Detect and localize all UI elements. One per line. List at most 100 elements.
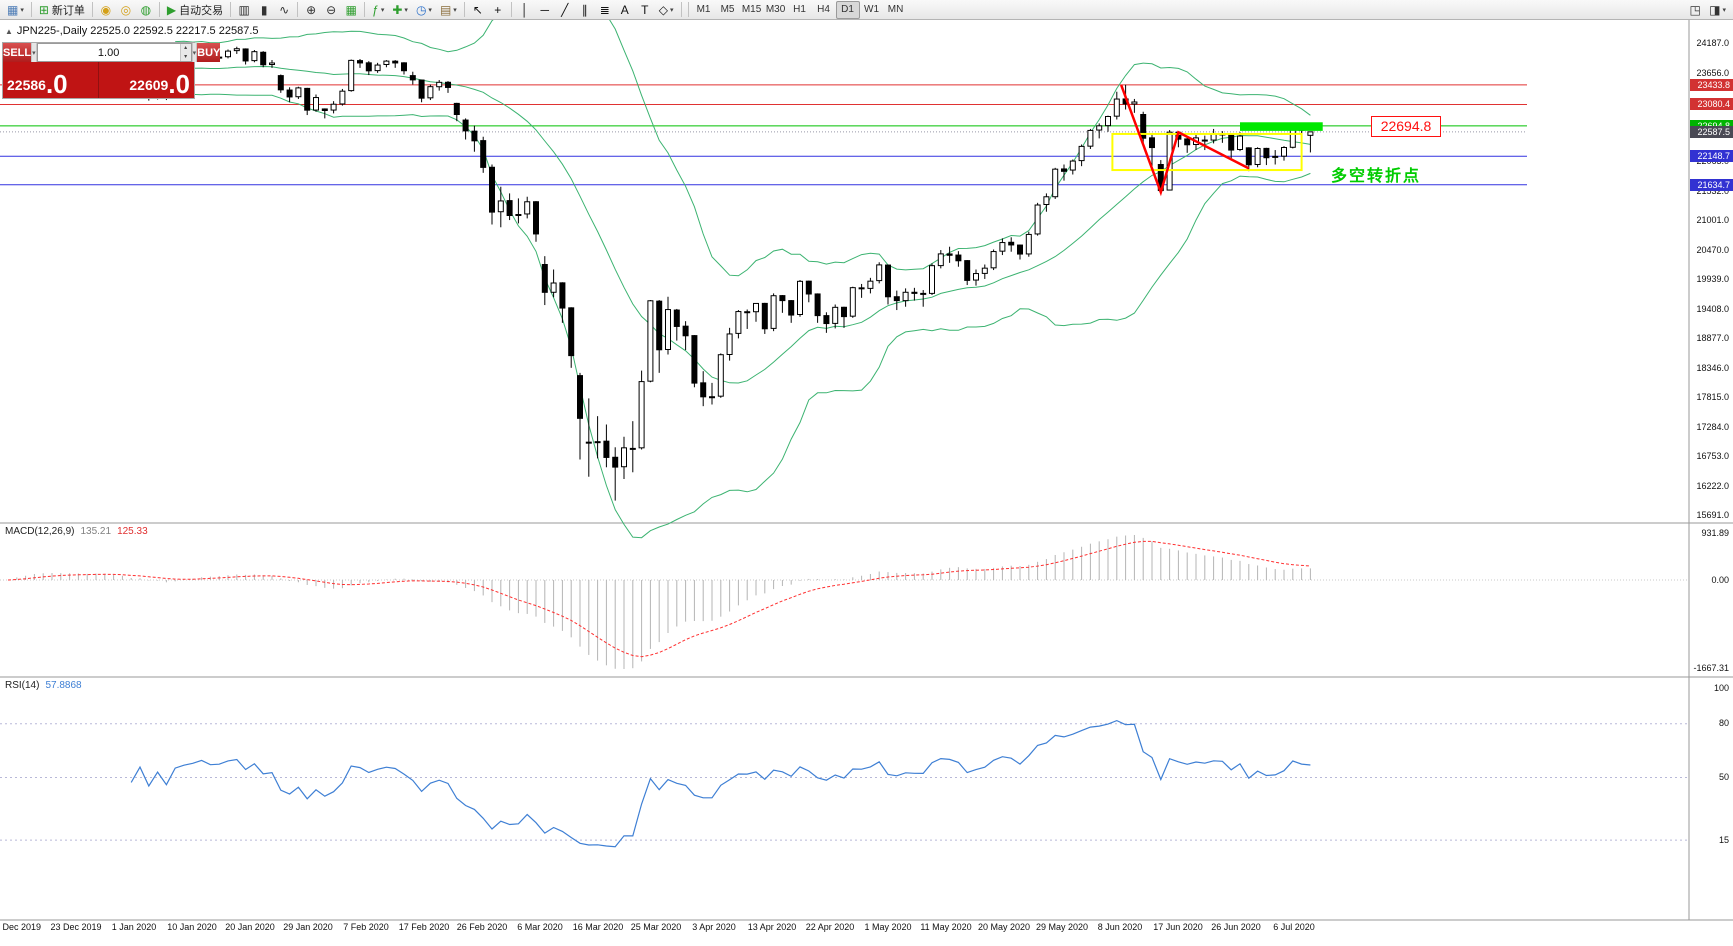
price-callout-label[interactable]: 22694.8 [1371, 116, 1441, 137]
price-axis-label: 17815.0 [1696, 392, 1729, 402]
price-axis-label: 16222.0 [1696, 480, 1729, 491]
toolbar-separator [680, 2, 682, 17]
label-icon[interactable]: T [635, 1, 655, 19]
bar-chart-icon[interactable]: ▥ [234, 1, 254, 19]
tile-windows-icon: ▦ [345, 2, 357, 17]
text-icon: A [620, 2, 629, 17]
buy-price[interactable]: 22609 .0 [98, 62, 194, 98]
fibonacci-icon[interactable]: ≣ [595, 1, 615, 19]
date-axis-label: 7 Feb 2020 [343, 922, 389, 932]
date-axis-label: 6 Jul 2020 [1273, 922, 1315, 932]
auto-trading-button[interactable]: ▶ 自动交易 [163, 1, 227, 19]
community-icon: ◍ [140, 2, 152, 17]
timeframe-m30[interactable]: M30 [764, 1, 788, 19]
timeframe-m1[interactable]: M1 [692, 1, 716, 19]
date-axis-label: 17 Feb 2020 [398, 922, 450, 932]
volume-up-icon[interactable]: ▴ [184, 45, 188, 52]
templates-icon-caret-icon: ▾ [453, 6, 457, 14]
toolbar-group: ▥ ▮ ∿ [234, 1, 294, 19]
volume-down-icon[interactable]: ▾ [184, 53, 188, 60]
timeframe-m5[interactable]: M5 [716, 1, 740, 19]
toolbar-group: ƒ ▾ ✚ ▾ ◷ ▾ ▤ ▾ [368, 1, 461, 19]
tile-windows-icon[interactable]: ▦ [341, 1, 361, 19]
timeframe-h1[interactable]: H1 [788, 1, 812, 19]
transfer-icon[interactable]: ◎ [116, 1, 136, 19]
sell-button[interactable]: SELL [3, 43, 32, 62]
buy-price-main: 22609 [129, 77, 169, 93]
rsi-axis-label: 100 [1713, 683, 1729, 693]
chart-window: ▲ JPN225-,Daily 22525.0 22592.5 22217.5 … [0, 20, 1733, 946]
buy-button[interactable]: BUY [197, 43, 221, 62]
toolbar-separator [91, 2, 93, 17]
timeframe-mn[interactable]: MN [884, 1, 908, 19]
price-axis-label: 18877.0 [1696, 333, 1729, 343]
price-axis-badge: 23433.8 [1690, 78, 1733, 91]
new-order-button[interactable]: ⊞ 新订单 [35, 1, 89, 19]
new-chart-icon[interactable]: ▦ ▾ [3, 1, 28, 19]
channel-icon[interactable]: ∥ [575, 1, 595, 19]
chart-canvas[interactable] [0, 20, 1733, 946]
add-indicator-icon[interactable]: ✚ ▾ [388, 1, 412, 19]
trade-panel-controls: SELL ▾ ▴ ▾ ▾ BUY [3, 43, 221, 62]
trade-panel-prices: 22586 .0 22609 .0 [3, 62, 194, 98]
text-icon[interactable]: A [615, 1, 635, 19]
bar-chart-icon: ▥ [238, 2, 250, 17]
volume-stepper: ▴ ▾ [179, 44, 191, 61]
horizontal-line-icon: ─ [540, 2, 550, 17]
collapse-panel-icon[interactable]: ▲ [5, 26, 13, 36]
zoom-in-icon[interactable]: ⊕ [301, 1, 321, 19]
periods-icon: ◷ [415, 2, 427, 17]
price-axis-label: 19939.0 [1696, 274, 1729, 284]
volume-field: ▴ ▾ [36, 43, 192, 62]
turning-point-annotation[interactable]: 多空转折点 [1331, 168, 1422, 185]
depth-of-market-icon[interactable]: ◳ [1685, 1, 1705, 19]
shapes-icon[interactable]: ◇ ▾ [655, 1, 678, 19]
add-indicator-icon: ✚ [392, 2, 403, 17]
trendline-icon[interactable]: ╱ [555, 1, 575, 19]
price-axis-label: 21001.0 [1696, 215, 1729, 225]
timeframe-w1[interactable]: W1 [860, 1, 884, 19]
periods-icon[interactable]: ◷ ▾ [412, 1, 436, 19]
line-chart-icon[interactable]: ∿ [274, 1, 294, 19]
date-axis-label: 22 Apr 2020 [805, 922, 855, 932]
toolbar-buttons: ▦ ▾ ⊞ 新订单 ◉ ◎ ◍ ▶ 自动交易 ▥ ▮ ∿ ⊕ ⊖ ▦ ƒ ▾ ✚ ▾ ◷ ▾ ▤ ▾ ↖ + │ ─ ╱ ∥ ≣ A T ◇ ▾ [3, 1, 685, 19]
date-axis-label: 20 Jan 2020 [225, 922, 275, 932]
shapes-icon: ◇ [658, 2, 669, 17]
timeframe-h4[interactable]: H4 [812, 1, 836, 19]
zoom-out-icon[interactable]: ⊖ [321, 1, 341, 19]
crosshair-icon[interactable]: + [488, 1, 508, 19]
indicators-icon[interactable]: ƒ ▾ [368, 1, 388, 19]
candlestick-chart-icon[interactable]: ▮ [254, 1, 274, 19]
symbol-ohlc-text: JPN225-,Daily 22525.0 22592.5 22217.5 22… [16, 25, 259, 37]
templates-icon[interactable]: ▤ ▾ [436, 1, 461, 19]
zoom-out-icon: ⊖ [326, 2, 337, 17]
crosshair-icon: + [494, 2, 502, 17]
cursor-icon: ↖ [472, 2, 483, 17]
sell-price[interactable]: 22586 .0 [3, 62, 98, 98]
coins-icon[interactable]: ◉ [96, 1, 116, 19]
coins-icon: ◉ [100, 2, 112, 17]
timeframe-m15[interactable]: M15 [740, 1, 764, 19]
zoom-in-icon: ⊕ [306, 2, 317, 17]
price-axis-badge: 22587.5 [1690, 125, 1733, 138]
sell-options-caret-icon[interactable]: ▾ [31, 43, 37, 62]
rsi-value: 57.8868 [45, 680, 82, 691]
date-axis-label: 29 May 2020 [1035, 922, 1089, 932]
symbol-header: ▲ JPN225-,Daily 22525.0 22592.5 22217.5 … [5, 25, 259, 37]
community-icon[interactable]: ◍ [136, 1, 156, 19]
toolbar-group: ▶ 自动交易 [163, 1, 227, 19]
timeframe-d1[interactable]: D1 [835, 0, 860, 19]
date-axis-label: 11 May 2020 [920, 922, 972, 932]
vertical-line-icon: │ [521, 2, 529, 17]
popup-prices-icon[interactable]: ◨ ▾ [1705, 1, 1730, 19]
auto-trading-button: ▶ [166, 2, 177, 17]
price-axis-label: 19408.0 [1696, 303, 1729, 314]
buy-options-caret-icon[interactable]: ▾ [191, 43, 198, 62]
date-axis-label: 23 Dec 2019 [50, 922, 102, 932]
price-axis-badge: 21634.7 [1690, 178, 1733, 191]
cursor-icon[interactable]: ↖ [468, 1, 488, 19]
volume-input[interactable] [37, 44, 180, 61]
price-axis-label: 20470.0 [1696, 244, 1729, 255]
vertical-line-icon[interactable]: │ [515, 1, 535, 19]
horizontal-line-icon[interactable]: ─ [535, 1, 555, 19]
